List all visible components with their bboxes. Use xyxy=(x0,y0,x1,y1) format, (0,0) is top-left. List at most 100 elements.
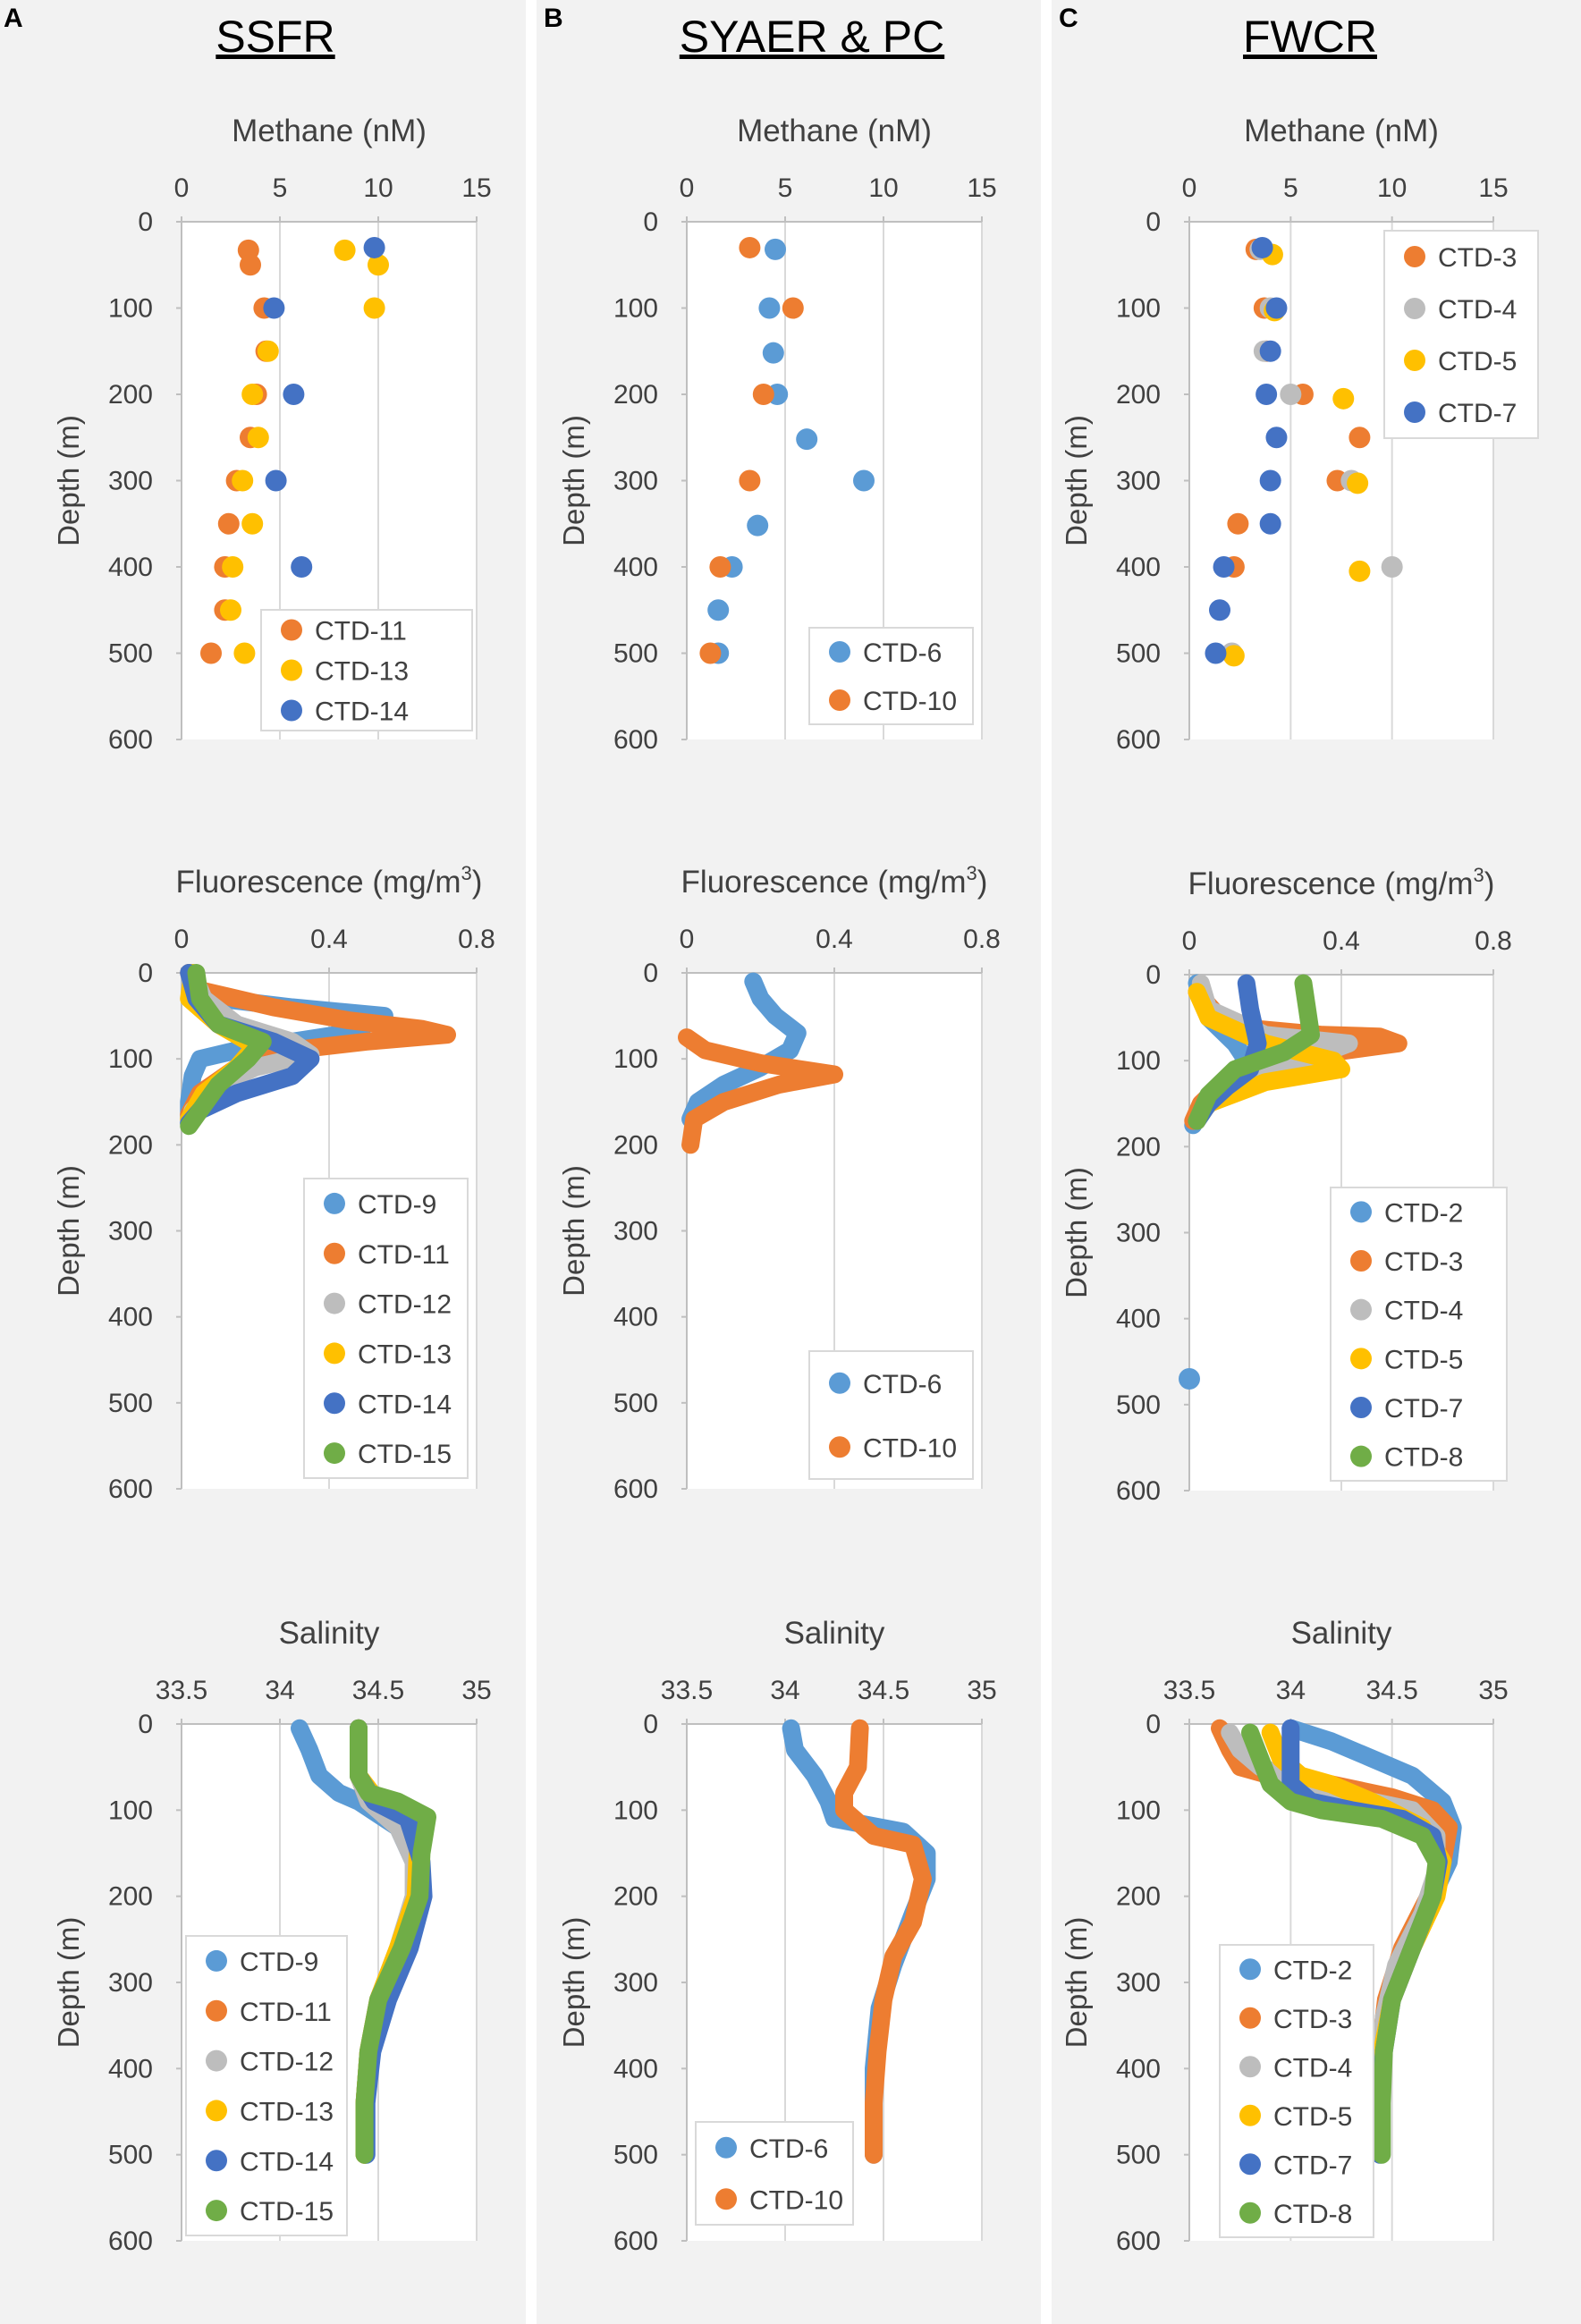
data-point-ctd-14 xyxy=(291,556,313,578)
y-tick-label: 300 xyxy=(613,1217,658,1247)
legend-box xyxy=(808,1350,974,1480)
x-tick-label: 33.5 xyxy=(661,1676,713,1705)
data-point-ctd-10 xyxy=(752,384,774,405)
legend-label-ctd-12: CTD-12 xyxy=(358,1290,452,1320)
legend-label-ctd-13: CTD-13 xyxy=(358,1339,452,1369)
series-ctd-14 xyxy=(263,236,385,578)
legend-label-ctd-6: CTD-6 xyxy=(863,638,942,668)
data-point-ctd-6 xyxy=(765,238,786,260)
y-tick-label: 300 xyxy=(613,467,658,496)
legend-label-ctd-11: CTD-11 xyxy=(315,617,407,646)
chart-title-text: Fluorescence (mg/m xyxy=(176,865,461,900)
legend-box xyxy=(185,1935,348,2236)
chart-title: Methane (nM) xyxy=(232,114,427,148)
legend-label-ctd-13: CTD-13 xyxy=(315,657,409,687)
legend-marker-ctd-11 xyxy=(281,619,302,641)
y-tick-label: 200 xyxy=(108,380,153,410)
y-tick-label: 600 xyxy=(613,1475,658,1504)
x-tick-label: 34 xyxy=(265,1676,294,1705)
data-point-ctd-13 xyxy=(257,340,279,362)
data-point-ctd-5 xyxy=(1348,560,1371,582)
data-point-ctd-13 xyxy=(241,384,264,405)
series-ctd-15 xyxy=(350,1719,436,2164)
series-ctd-8 xyxy=(1241,1723,1446,2164)
legend-label-ctd-5: CTD-5 xyxy=(1438,347,1517,376)
y-tick-label: 400 xyxy=(108,2054,153,2083)
y-tick-label: 100 xyxy=(1116,1046,1161,1076)
x-tick-label: 34.5 xyxy=(1365,1676,1417,1705)
y-axis-label: Depth (m) xyxy=(557,1917,590,2049)
chart-B-methane: 0 5 10 15 0 100 200 300 400 500 600 Methane (nM) Dep… xyxy=(557,114,997,755)
legend-marker-ctd-6 xyxy=(715,2136,737,2159)
chart-title: Salinity xyxy=(1291,1616,1392,1651)
y-tick-label: 600 xyxy=(1116,725,1161,755)
x-tick-label: 15 xyxy=(461,173,491,203)
x-tick-label: 15 xyxy=(967,173,996,203)
data-point-ctd-13 xyxy=(363,297,385,319)
data-point-ctd-14 xyxy=(265,469,287,492)
y-tick-label: 300 xyxy=(108,467,153,496)
legend-label-ctd-10: CTD-10 xyxy=(749,2185,843,2215)
chart-title-superscript: 3 xyxy=(1474,864,1484,886)
legend-marker-ctd-14 xyxy=(281,699,302,722)
data-point-ctd-13 xyxy=(241,512,264,535)
y-tick-label: 100 xyxy=(1116,1796,1161,1825)
panel-letter-b: B xyxy=(544,4,563,33)
column-title-ssfr: SSFR xyxy=(216,12,334,62)
legend-marker-ctd-12 xyxy=(324,1292,345,1314)
data-point-ctd-11 xyxy=(217,512,240,535)
y-tick-label: 0 xyxy=(138,1710,153,1739)
legend-label-ctd-14: CTD-14 xyxy=(240,2147,334,2176)
chart-title: Fluorescence (mg/m3) xyxy=(1188,864,1495,901)
x-tick-label: 33.5 xyxy=(156,1676,207,1705)
y-tick-label: 300 xyxy=(1116,467,1161,496)
y-tick-label: 300 xyxy=(1116,1968,1161,1998)
data-point-ctd-3 xyxy=(1348,427,1371,449)
chart-C-fluorescence: 0 0.4 0.8 0 100 200 300 400 500 600 Fluorescence (… xyxy=(1060,864,1512,1506)
y-tick-label: 100 xyxy=(613,1796,658,1825)
y-tick-label: 500 xyxy=(1116,1390,1161,1420)
legend-marker-ctd-14 xyxy=(324,1392,345,1415)
y-tick-label: 500 xyxy=(1116,639,1161,669)
legend-label-ctd-5: CTD-5 xyxy=(1384,1345,1463,1374)
chart-B-fluorescence: 0 0.4 0.8 0 100 200 300 400 500 600 Fluorescence (… xyxy=(557,862,1001,1504)
series-line-ctd-6 xyxy=(681,972,807,1128)
legend-marker-ctd-13 xyxy=(324,1342,345,1365)
x-tick-label: 34.5 xyxy=(352,1676,404,1705)
legend-marker-ctd-4 xyxy=(1239,2056,1261,2078)
legend-label-ctd-12: CTD-12 xyxy=(240,2048,334,2077)
legend-label-ctd-15: CTD-15 xyxy=(240,2197,334,2227)
y-tick-label: 300 xyxy=(108,1968,153,1998)
x-tick-label: 10 xyxy=(868,173,898,203)
data-point-ctd-7 xyxy=(1205,642,1227,664)
chart-title-end: ) xyxy=(977,865,988,900)
x-tick-label: 0 xyxy=(174,173,190,203)
series-ctd-15 xyxy=(180,964,272,1136)
legend-marker-ctd-6 xyxy=(829,1372,850,1394)
y-tick-label: 400 xyxy=(108,553,153,582)
legend: CTD-2 CTD-3 CTD-4 CTD-5 CTD-7 CTD-8 xyxy=(1219,1944,1374,2238)
y-axis-label: Depth (m) xyxy=(1060,415,1093,546)
y-axis-label: Depth (m) xyxy=(52,415,85,546)
series-ctd-10 xyxy=(835,1719,932,2164)
x-tick-label: 34 xyxy=(770,1676,799,1705)
y-tick-label: 200 xyxy=(108,1882,153,1912)
legend-label-ctd-8: CTD-8 xyxy=(1384,1443,1463,1473)
data-point-ctd-13 xyxy=(247,427,269,449)
panel-letter-c: C xyxy=(1059,4,1078,33)
legend: CTD-9 CTD-11 CTD-12 CTD-13 CTD-14 CTD-15 xyxy=(185,1935,348,2236)
legend-label-ctd-4: CTD-4 xyxy=(1438,295,1517,325)
y-tick-label: 600 xyxy=(1116,1476,1161,1506)
legend-label-ctd-5: CTD-5 xyxy=(1273,2102,1352,2132)
legend-marker-ctd-15 xyxy=(324,1442,345,1465)
y-tick-label: 100 xyxy=(613,294,658,324)
data-point-ctd-6 xyxy=(762,342,784,364)
legend-marker-ctd-7 xyxy=(1404,401,1425,423)
legend-label-ctd-11: CTD-11 xyxy=(240,1998,332,2027)
x-tick-label: 10 xyxy=(363,173,393,203)
y-tick-label: 600 xyxy=(108,725,153,755)
series-line-ctd-8 xyxy=(1188,974,1320,1130)
data-point-ctd-5 xyxy=(1222,645,1245,667)
legend-marker-ctd-8 xyxy=(1350,1445,1372,1467)
